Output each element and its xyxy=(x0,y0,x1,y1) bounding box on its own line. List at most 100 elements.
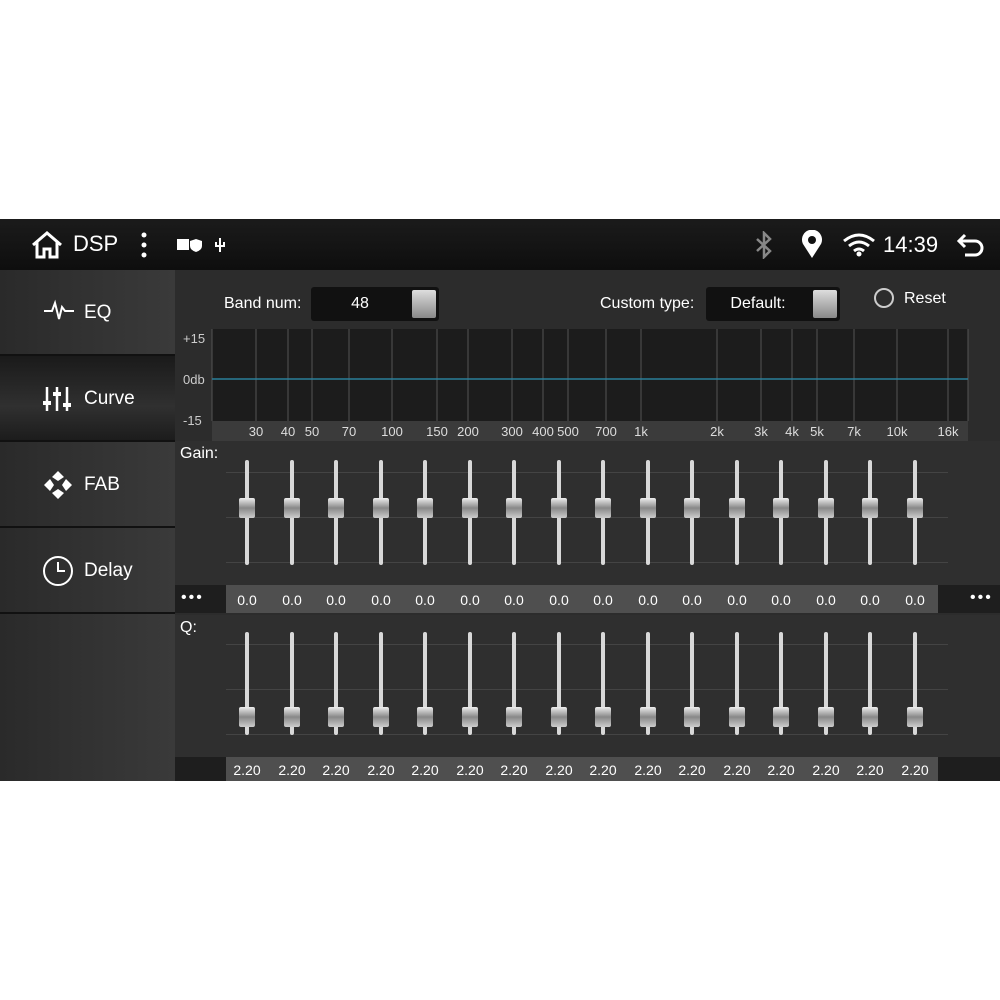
menu-icon[interactable] xyxy=(140,232,148,258)
clock: 14:39 xyxy=(883,232,939,257)
back-icon[interactable] xyxy=(955,233,985,257)
slider-track[interactable] xyxy=(913,632,917,735)
slider-track[interactable] xyxy=(690,632,694,735)
location-icon xyxy=(802,230,822,258)
wifi-icon xyxy=(843,233,875,257)
slider-track[interactable] xyxy=(601,632,605,735)
scroll-right[interactable]: ••• xyxy=(970,589,993,606)
slider-thumb[interactable] xyxy=(328,498,344,518)
slider-value: 2.20 xyxy=(589,762,617,778)
scroll-left[interactable]: ••• xyxy=(181,589,204,606)
gain-label: Gain: xyxy=(180,445,219,462)
slider-track[interactable] xyxy=(646,632,650,735)
freq-label: 50 xyxy=(305,424,319,439)
slider-thumb[interactable] xyxy=(595,498,611,518)
freq-label: 4k xyxy=(785,424,799,439)
slider-thumb[interactable] xyxy=(417,498,433,518)
slider-track[interactable] xyxy=(423,632,427,735)
freq-label: 30 xyxy=(249,424,263,439)
slider-thumb[interactable] xyxy=(862,707,878,727)
slider-thumb[interactable] xyxy=(640,707,656,727)
slider-track[interactable] xyxy=(868,632,872,735)
slider-thumb[interactable] xyxy=(773,707,789,727)
reset-label[interactable]: Reset xyxy=(904,290,946,307)
slider-track[interactable] xyxy=(379,632,383,735)
slider-track[interactable] xyxy=(735,632,739,735)
slider-track[interactable] xyxy=(512,632,516,735)
slider-value: 2.20 xyxy=(367,762,395,778)
guide-line xyxy=(226,472,948,473)
slider-track[interactable] xyxy=(557,632,561,735)
sidebar-item[interactable]: FAB xyxy=(0,442,175,528)
slider-value: 2.20 xyxy=(456,762,484,778)
home-icon[interactable] xyxy=(30,231,64,259)
slider-thumb[interactable] xyxy=(506,707,522,727)
custom-type-dropdown[interactable]: Default: xyxy=(706,287,840,321)
slider-thumb[interactable] xyxy=(907,498,923,518)
slider-thumb[interactable] xyxy=(595,707,611,727)
slider-thumb[interactable] xyxy=(284,707,300,727)
slider-thumb[interactable] xyxy=(239,707,255,727)
slider-track[interactable] xyxy=(468,632,472,735)
slider-track[interactable] xyxy=(245,632,249,735)
graph-bg xyxy=(212,329,968,421)
slider-thumb[interactable] xyxy=(373,498,389,518)
sidebar-filler xyxy=(0,614,175,781)
slider-value: 2.20 xyxy=(500,762,528,778)
slider-thumb[interactable] xyxy=(729,707,745,727)
sidebar-item[interactable]: Curve xyxy=(0,356,175,442)
slider-thumb[interactable] xyxy=(506,498,522,518)
slider-track[interactable] xyxy=(334,632,338,735)
band-num-label: Band num: xyxy=(224,295,302,312)
dropdown-button xyxy=(412,290,436,318)
slider-value: 0.0 xyxy=(860,592,880,608)
slider-thumb[interactable] xyxy=(239,498,255,518)
freq-label: 3k xyxy=(754,424,768,439)
slider-thumb[interactable] xyxy=(862,498,878,518)
slider-thumb[interactable] xyxy=(684,498,700,518)
freq-label: 7k xyxy=(847,424,861,439)
slider-value: 2.20 xyxy=(723,762,751,778)
sidebar-label: EQ xyxy=(84,302,112,323)
slider-thumb[interactable] xyxy=(551,707,567,727)
slider-value: 2.20 xyxy=(812,762,840,778)
sidebar-icon xyxy=(43,556,73,586)
sidebar-item[interactable]: Delay xyxy=(0,528,175,614)
slider-thumb[interactable] xyxy=(373,707,389,727)
freq-label: 500 xyxy=(557,424,579,439)
slider-thumb[interactable] xyxy=(284,498,300,518)
slider-track[interactable] xyxy=(779,632,783,735)
y-label: +15 xyxy=(183,331,205,346)
slider-value: 0.0 xyxy=(727,592,747,608)
guide-line xyxy=(226,689,948,690)
slider-thumb[interactable] xyxy=(417,707,433,727)
slider-thumb[interactable] xyxy=(818,707,834,727)
sidebar-label: Curve xyxy=(84,388,135,409)
gain-panel xyxy=(175,441,1000,613)
slider-thumb[interactable] xyxy=(729,498,745,518)
slider-thumb[interactable] xyxy=(640,498,656,518)
slider-thumb[interactable] xyxy=(907,707,923,727)
slider-value: 0.0 xyxy=(682,592,702,608)
band-num-value: 48 xyxy=(351,295,369,312)
slider-track[interactable] xyxy=(290,632,294,735)
slider-thumb[interactable] xyxy=(773,498,789,518)
slider-thumb[interactable] xyxy=(328,707,344,727)
slider-value: 2.20 xyxy=(411,762,439,778)
slider-thumb[interactable] xyxy=(551,498,567,518)
reset-radio[interactable] xyxy=(874,288,894,308)
slider-thumb[interactable] xyxy=(818,498,834,518)
band-num-dropdown[interactable]: 48 xyxy=(311,287,439,321)
slider-track[interactable] xyxy=(824,632,828,735)
custom-type-label: Custom type: xyxy=(600,295,695,312)
freq-label: 70 xyxy=(342,424,356,439)
slider-value: 2.20 xyxy=(901,762,929,778)
dropdown-button xyxy=(813,290,837,318)
slider-thumb[interactable] xyxy=(684,707,700,727)
sidebar-item[interactable]: EQ xyxy=(0,270,175,356)
slider-value: 0.0 xyxy=(371,592,391,608)
slider-thumb[interactable] xyxy=(462,498,478,518)
slider-thumb[interactable] xyxy=(462,707,478,727)
guide-line xyxy=(226,517,948,518)
slider-value: 0.0 xyxy=(415,592,435,608)
